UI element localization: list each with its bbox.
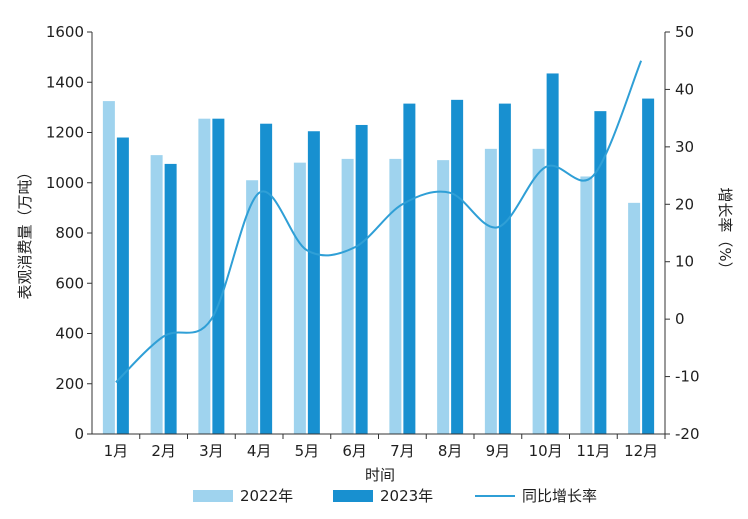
growth-line bbox=[115, 60, 643, 384]
x-axis: 1月 2月 3月 4月 5月 6月 7月 8月 9月 10月 11月 12月 bbox=[92, 433, 666, 460]
bar-2023 bbox=[546, 73, 559, 435]
left-tick-label: 1000 bbox=[46, 174, 84, 192]
legend: 2022年 2023年 同比增长率 bbox=[193, 487, 597, 505]
right-y-axis: -20 -10 0 10 20 30 40 50 bbox=[664, 23, 700, 443]
bar-2022 bbox=[150, 155, 163, 435]
left-tick-label: 1400 bbox=[46, 73, 84, 91]
legend-swatch-2023 bbox=[333, 490, 373, 502]
right-tick-label: 10 bbox=[675, 253, 694, 271]
x-tick-label: 7月 bbox=[390, 442, 415, 460]
left-tick-label: 800 bbox=[55, 224, 84, 242]
bar-2022 bbox=[246, 180, 259, 434]
bar-2022 bbox=[293, 162, 306, 434]
growth-line-path bbox=[115, 60, 643, 384]
legend-label-2022: 2022年 bbox=[240, 487, 293, 505]
right-tick-label: 30 bbox=[675, 138, 694, 156]
x-tick-label: 8月 bbox=[438, 442, 463, 460]
bar-2022 bbox=[484, 148, 497, 435]
x-tick-label: 10月 bbox=[529, 442, 563, 460]
right-tick-label: 50 bbox=[675, 23, 694, 41]
left-tick-label: 600 bbox=[55, 274, 84, 292]
x-tick-label: 2月 bbox=[151, 442, 176, 460]
left-tick-label: 200 bbox=[55, 375, 84, 393]
bar-2023 bbox=[212, 118, 225, 435]
right-tick-label: 20 bbox=[675, 195, 694, 213]
x-tick-label: 4月 bbox=[247, 442, 272, 460]
right-tick-label: -20 bbox=[675, 425, 700, 443]
bar-2023 bbox=[642, 98, 655, 435]
x-tick-label: 1月 bbox=[104, 442, 129, 460]
bar-2023 bbox=[164, 163, 177, 434]
left-tick-label: 0 bbox=[74, 425, 84, 443]
right-tick-label: 0 bbox=[675, 310, 685, 328]
x-tick-label: 11月 bbox=[576, 442, 610, 460]
bar-2023 bbox=[498, 103, 511, 434]
x-tick-label: 3月 bbox=[199, 442, 224, 460]
right-tick-label: -10 bbox=[675, 368, 700, 386]
y2-axis-title: 增长率（%） bbox=[716, 187, 734, 276]
x-tick-label: 12月 bbox=[624, 442, 658, 460]
left-y-axis: 0 200 400 600 800 1000 1200 1400 1600 bbox=[46, 23, 93, 443]
bars bbox=[102, 73, 655, 435]
bar-2023 bbox=[451, 99, 464, 435]
bar-2022 bbox=[580, 176, 593, 434]
legend-label-2023: 2023年 bbox=[380, 487, 433, 505]
legend-label-growth: 同比增长率 bbox=[522, 487, 597, 505]
x-tick-label: 5月 bbox=[295, 442, 320, 460]
left-tick-label: 1200 bbox=[46, 124, 84, 142]
bar-2023 bbox=[307, 131, 320, 434]
bar-2022 bbox=[341, 158, 354, 434]
legend-swatch-2022 bbox=[193, 490, 233, 502]
y-axis-title: 表观消费量（万吨） bbox=[16, 164, 34, 299]
bar-2022 bbox=[437, 160, 450, 434]
bar-2023 bbox=[260, 123, 273, 435]
left-tick-label: 400 bbox=[55, 325, 84, 343]
bar-2022 bbox=[102, 101, 115, 434]
bar-2023 bbox=[594, 111, 607, 435]
x-tick-label: 9月 bbox=[486, 442, 511, 460]
bar-2022 bbox=[198, 118, 211, 435]
bar-2022 bbox=[532, 148, 545, 435]
bar-2022 bbox=[389, 158, 402, 434]
bar-2023 bbox=[355, 124, 368, 435]
bar-2023 bbox=[116, 137, 129, 434]
left-tick-label: 1600 bbox=[46, 23, 84, 41]
bar-2022 bbox=[628, 202, 641, 434]
bar-2023 bbox=[403, 103, 416, 434]
x-tick-label: 6月 bbox=[342, 442, 367, 460]
x-axis-title: 时间 bbox=[365, 466, 395, 484]
right-tick-label: 40 bbox=[675, 80, 694, 98]
